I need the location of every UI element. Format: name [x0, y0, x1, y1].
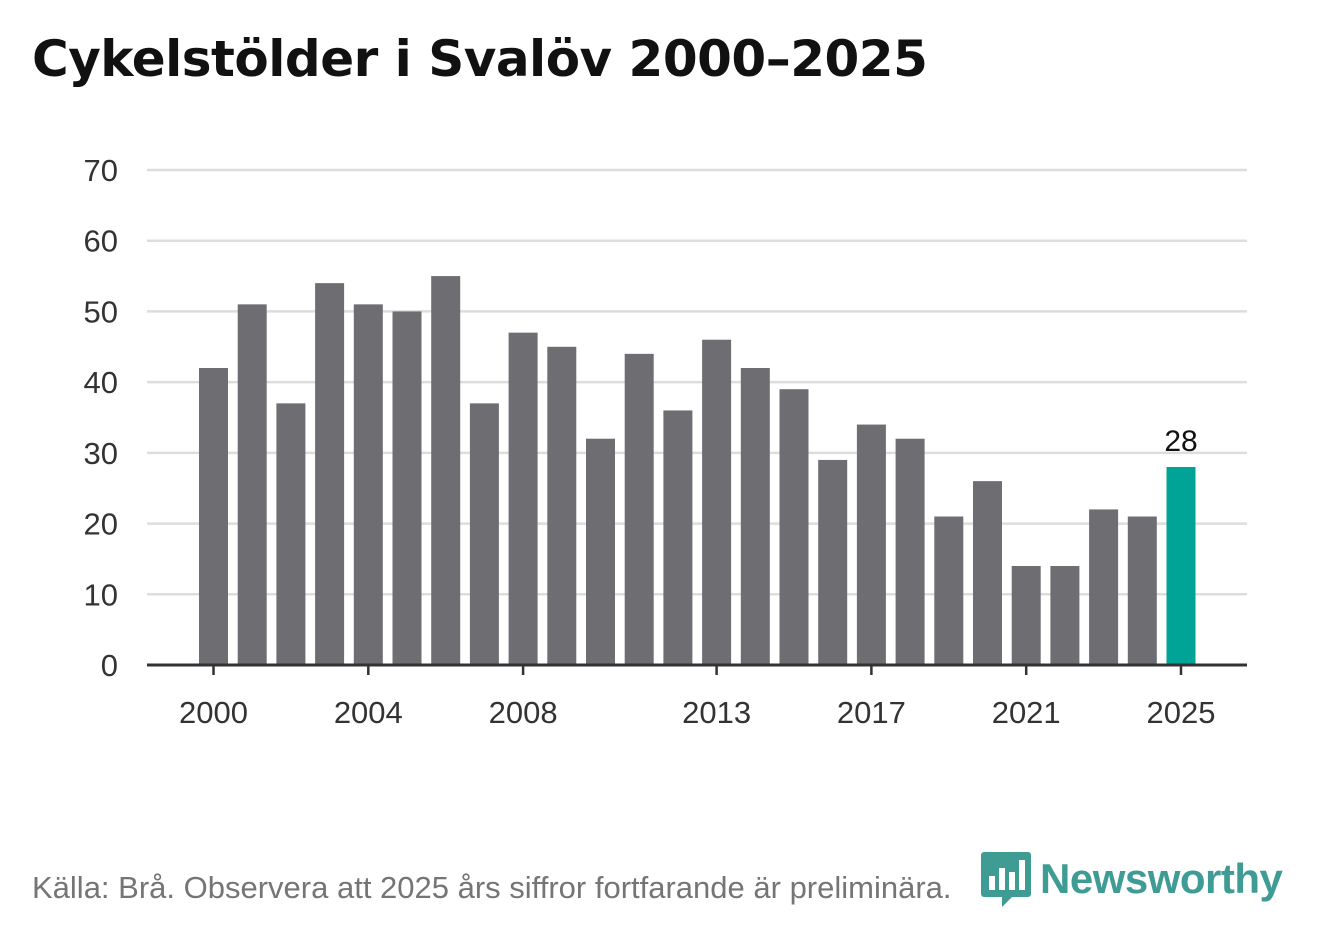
x-axis: 2000 2004 2008 2013 2017 2021 2025	[147, 663, 1247, 730]
y-tick-label: 0	[101, 648, 118, 683]
x-tick-label: 2025	[1147, 695, 1216, 730]
bar-2009	[547, 346, 577, 665]
x-tick-label: 2004	[334, 695, 403, 730]
data-labels: 28	[1164, 425, 1197, 458]
page-title: Cykelstölder i Svalöv 2000–2025	[32, 30, 928, 88]
bar-2021	[1011, 566, 1041, 665]
bar-2016	[818, 459, 848, 665]
y-tick-label: 30	[84, 436, 118, 471]
y-tick-label: 40	[84, 365, 118, 400]
bar-2000	[199, 368, 228, 665]
bar-2020	[973, 481, 1002, 665]
bar-2018	[895, 438, 925, 665]
newsworthy-logo[interactable]: Newsworthy	[980, 850, 1283, 908]
bar-2015	[779, 389, 809, 665]
bar-2025	[1166, 467, 1196, 665]
data-label-2025: 28	[1164, 425, 1197, 458]
bar-2023	[1089, 509, 1119, 665]
bar-2024	[1127, 516, 1157, 665]
bar-2017	[856, 424, 886, 665]
bar-2002	[276, 403, 306, 665]
bar-2004	[353, 304, 383, 665]
bar-2019	[934, 516, 964, 665]
y-tick-label: 10	[84, 577, 118, 612]
y-tick-label: 20	[84, 507, 118, 542]
bars	[199, 276, 1196, 665]
bar-2007	[469, 403, 499, 665]
bar-2008	[508, 332, 538, 665]
x-tick-label: 2017	[837, 695, 906, 730]
x-tick-label: 2013	[682, 695, 751, 730]
bar-2014	[740, 368, 770, 665]
y-axis-ticks: 0 10 20 30 40 50 60 70	[84, 153, 118, 683]
bar-2001	[237, 304, 267, 665]
newsworthy-logo-icon	[981, 852, 1031, 907]
x-tick-label: 2008	[489, 695, 558, 730]
bar-2006	[431, 276, 461, 665]
bar-2012	[663, 410, 693, 665]
source-note: Källa: Brå. Observera att 2025 års siffr…	[32, 870, 952, 905]
brand-name: Newsworthy	[1040, 855, 1283, 902]
bar-2005	[392, 311, 422, 665]
y-tick-label: 60	[84, 224, 118, 259]
bar-2003	[315, 283, 345, 665]
grid-lines	[147, 168, 1247, 596]
y-tick-label: 70	[84, 153, 118, 188]
bar-2022	[1050, 566, 1080, 665]
bar-2013	[702, 339, 732, 665]
bar-2011	[624, 353, 654, 665]
x-tick-label: 2000	[179, 695, 248, 730]
x-tick-label: 2021	[992, 695, 1061, 730]
y-tick-label: 50	[84, 294, 118, 329]
bar-2010	[586, 438, 615, 665]
